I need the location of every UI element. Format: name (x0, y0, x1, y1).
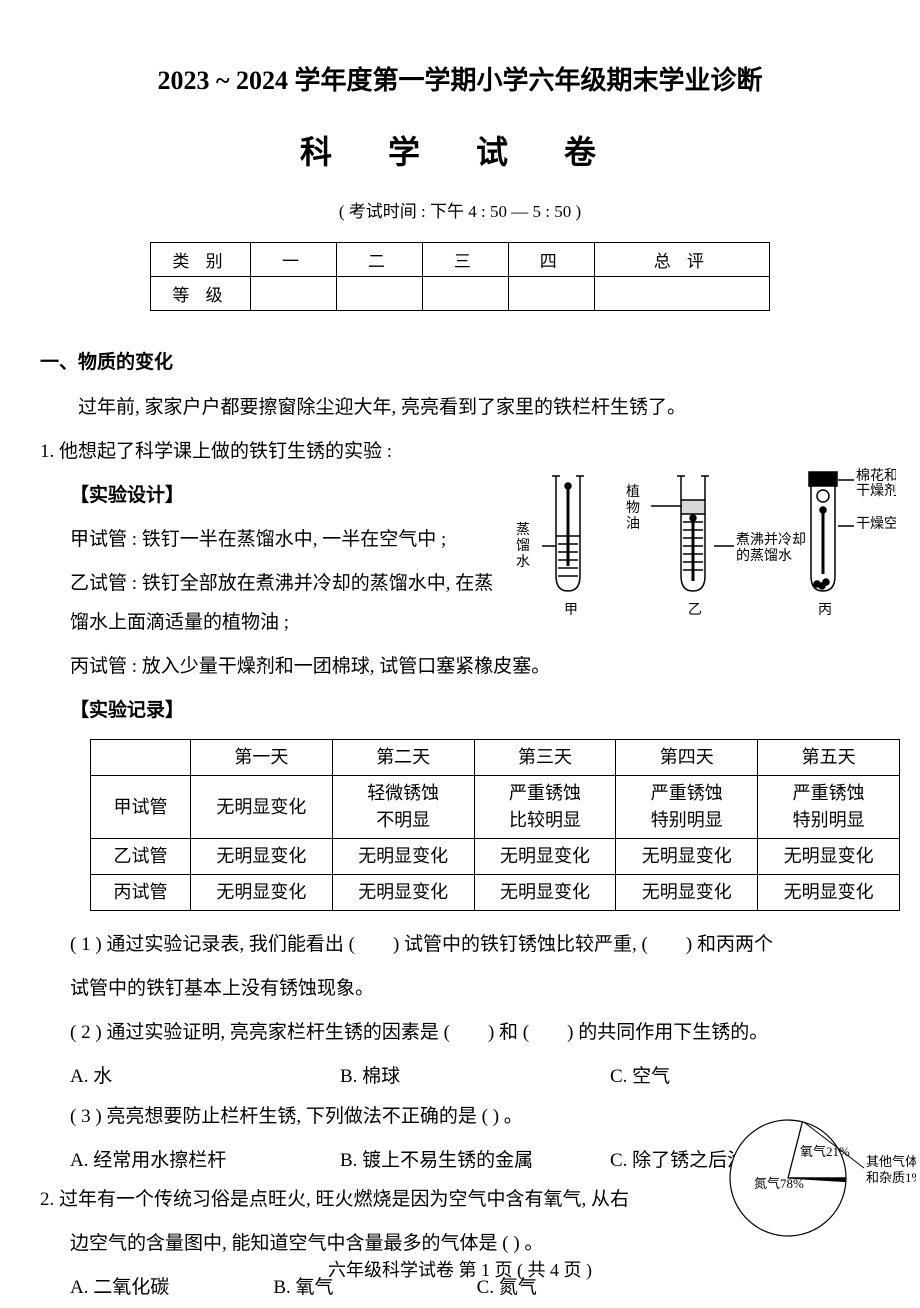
table-header: 第四天 (616, 740, 758, 776)
score-cell: 总 评 (594, 243, 769, 277)
table-rowhead: 乙试管 (91, 839, 191, 875)
score-cell: 一 (251, 243, 337, 277)
experiment-data-table: 第一天第二天第三天第四天第五天 甲试管无明显变化轻微锈蚀不明显严重锈蚀比较明显严… (90, 739, 900, 911)
intro-paragraph: 过年前, 家家户户都要擦窗除尘迎大年, 亮亮看到了家里的铁栏杆生锈了。 (40, 388, 880, 428)
table-cell: 无明显变化 (758, 875, 900, 911)
table-cell: 无明显变化 (332, 875, 474, 911)
q1-1-line: ( 1 ) 通过实验记录表, 我们能看出 ( ) 试管中的铁钉锈蚀比较严重, (… (40, 925, 880, 965)
table-cell: 无明显变化 (191, 776, 333, 839)
score-table: 类 别 一 二 三 四 总 评 等 级 (150, 242, 770, 311)
table-cell: 严重锈蚀比较明显 (474, 776, 616, 839)
option-b: B. 镀上不易生锈的金属 (340, 1141, 610, 1181)
table-rowhead: 甲试管 (91, 776, 191, 839)
pie-label: 和杂质1% (866, 1170, 916, 1185)
table-cell: 无明显变化 (474, 839, 616, 875)
score-cell (508, 277, 594, 311)
table-cell: 无明显变化 (474, 875, 616, 911)
table-cell: 严重锈蚀特别明显 (758, 776, 900, 839)
q2-line1: 2. 过年有一个传统习俗是点旺火, 旺火燃烧是因为空气中含有氧气, 从右 (40, 1180, 680, 1220)
table-header (91, 740, 191, 776)
option-b: B. 棉球 (340, 1057, 610, 1097)
q1-2-line: ( 2 ) 通过实验证明, 亮亮家栏杆生锈的因素是 ( ) 和 ( ) 的共同作… (40, 1013, 880, 1053)
score-cell (336, 277, 422, 311)
table-cell: 轻微锈蚀不明显 (332, 776, 474, 839)
label-zhufei: 煮沸并冷却的蒸馏水 (736, 532, 806, 564)
score-cell: 二 (336, 243, 422, 277)
design-c: 丙试管 : 放入少量干燥剂和一团棉球, 试管口塞紧橡皮塞。 (40, 647, 880, 687)
table-cell: 严重锈蚀特别明显 (616, 776, 758, 839)
pie-label: 氮气78% (754, 1176, 804, 1191)
option-c: C. 空气 (610, 1057, 880, 1097)
section-heading: 一、物质的变化 (40, 347, 880, 374)
option-a: A. 经常用水擦栏杆 (70, 1141, 340, 1181)
table-header: 第一天 (191, 740, 333, 776)
q1-2-options: A. 水 B. 棉球 C. 空气 (40, 1057, 880, 1097)
score-cell: 等 级 (151, 277, 251, 311)
table-cell: 无明显变化 (191, 875, 333, 911)
label-jia: 甲 (564, 603, 578, 618)
page-footer: 六年级科学试卷 第 1 页 ( 共 4 页 ) (0, 1256, 920, 1282)
q1-1-line2: 试管中的铁钉基本上没有锈蚀现象。 (40, 969, 880, 1009)
table-cell: 无明显变化 (616, 839, 758, 875)
air-pie-chart: 氮气78%氧气21%其他气体和杂质1% (716, 1108, 916, 1248)
score-cell: 三 (422, 243, 508, 277)
label-ganzao-air: 干燥空气 (856, 516, 896, 532)
score-cell: 四 (508, 243, 594, 277)
exam-time: ( 考试时间 : 下午 4 : 50 — 5 : 50 ) (40, 197, 880, 222)
table-cell: 无明显变化 (616, 875, 758, 911)
table-header: 第二天 (332, 740, 474, 776)
label-mianhua: 棉花和干燥剂 (856, 467, 896, 499)
score-cell: 类 别 (151, 243, 251, 277)
design-label: 【实验设计】 (40, 476, 510, 516)
label-zhiwuyou: 植物油 (626, 484, 640, 532)
test-tube-diagram: 蒸馏水 植物油 煮沸并冷却的蒸馏水 棉花和干燥剂 干燥空气 甲 乙 丙 (496, 466, 896, 626)
table-rowhead: 丙试管 (91, 875, 191, 911)
label-zhengliu: 蒸馏水 (516, 522, 530, 570)
subject-title: 科 学 试 卷 (40, 127, 880, 173)
table-header: 第三天 (474, 740, 616, 776)
pie-label: 其他气体 (866, 1154, 916, 1169)
main-title: 2023 ~ 2024 学年度第一学期小学六年级期末学业诊断 (40, 60, 880, 97)
score-cell (594, 277, 769, 311)
table-cell: 无明显变化 (332, 839, 474, 875)
design-b: 乙试管 : 铁钉全部放在煮沸并冷却的蒸馏水中, 在蒸馏水上面滴适量的植物油 ; (40, 564, 510, 644)
score-cell (251, 277, 337, 311)
label-bing: 丙 (818, 603, 832, 618)
table-header: 第五天 (758, 740, 900, 776)
score-cell (422, 277, 508, 311)
label-yi: 乙 (688, 602, 702, 618)
design-a: 甲试管 : 铁钉一半在蒸馏水中, 一半在空气中 ; (40, 520, 510, 560)
option-a: A. 水 (70, 1057, 340, 1097)
record-label: 【实验记录】 (40, 691, 880, 731)
table-cell: 无明显变化 (758, 839, 900, 875)
table-cell: 无明显变化 (191, 839, 333, 875)
